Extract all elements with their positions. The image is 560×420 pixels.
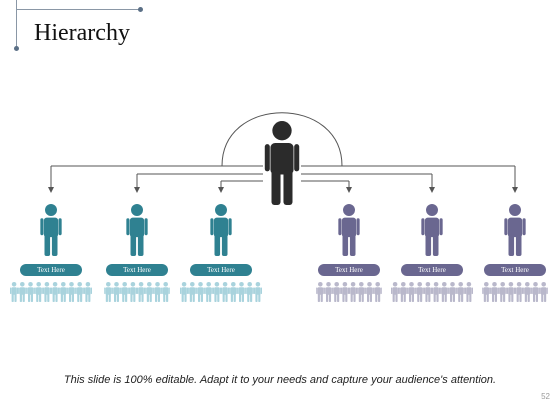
group-5-person-icon xyxy=(421,204,443,256)
team-member-icon xyxy=(204,282,213,302)
team-member-icon xyxy=(498,282,507,302)
team-member-icon xyxy=(75,282,84,302)
team-member-icon xyxy=(229,282,238,302)
group-4-label: Text Here xyxy=(318,264,380,276)
team-member-icon xyxy=(324,282,333,302)
team-member-icon xyxy=(456,282,465,302)
group-1-person-icon xyxy=(40,204,62,256)
team-member-icon xyxy=(340,282,349,302)
slide-footer: This slide is 100% editable. Adapt it to… xyxy=(63,374,497,386)
team-member-icon xyxy=(245,282,254,302)
leader-arc xyxy=(221,112,343,167)
team-member-icon xyxy=(59,282,68,302)
team-member-icon xyxy=(212,282,221,302)
group-2-label: Text Here xyxy=(106,264,168,276)
team-member-icon xyxy=(237,282,246,302)
team-member-icon xyxy=(253,282,262,302)
group-6-label: Text Here xyxy=(484,264,546,276)
slide-title: Hierarchy xyxy=(34,20,130,46)
team-member-icon xyxy=(448,282,457,302)
team-member-icon xyxy=(482,282,491,302)
group-5-team xyxy=(391,282,473,302)
team-member-icon xyxy=(145,282,154,302)
team-member-icon xyxy=(161,282,170,302)
team-member-icon xyxy=(128,282,137,302)
team-member-icon xyxy=(523,282,532,302)
team-member-icon xyxy=(407,282,416,302)
team-member-icon xyxy=(391,282,400,302)
team-member-icon xyxy=(180,282,189,302)
team-member-icon xyxy=(490,282,499,302)
team-member-icon xyxy=(51,282,60,302)
leader-person-icon xyxy=(264,121,300,205)
team-member-icon xyxy=(365,282,374,302)
team-member-icon xyxy=(153,282,162,302)
team-member-icon xyxy=(515,282,524,302)
page-number: 52 xyxy=(541,392,550,401)
team-member-icon xyxy=(26,282,35,302)
team-member-icon xyxy=(18,282,27,302)
group-4-team xyxy=(316,282,382,302)
team-member-icon xyxy=(10,282,19,302)
team-member-icon xyxy=(539,282,548,302)
team-member-icon xyxy=(432,282,441,302)
group-6-team xyxy=(482,282,548,302)
team-member-icon xyxy=(423,282,432,302)
group-3-person-icon xyxy=(210,204,232,256)
team-member-icon xyxy=(373,282,382,302)
team-member-icon xyxy=(104,282,113,302)
team-member-icon xyxy=(415,282,424,302)
group-4-person-icon xyxy=(338,204,360,256)
team-member-icon xyxy=(464,282,473,302)
group-3-label: Text Here xyxy=(190,264,252,276)
corner-dot-right xyxy=(138,7,143,12)
team-member-icon xyxy=(531,282,540,302)
team-member-icon xyxy=(399,282,408,302)
group-1-label: Text Here xyxy=(20,264,82,276)
team-member-icon xyxy=(34,282,43,302)
team-member-icon xyxy=(316,282,325,302)
team-member-icon xyxy=(137,282,146,302)
team-member-icon xyxy=(332,282,341,302)
team-member-icon xyxy=(120,282,129,302)
team-member-icon xyxy=(112,282,121,302)
team-member-icon xyxy=(196,282,205,302)
team-member-icon xyxy=(221,282,230,302)
team-member-icon xyxy=(83,282,92,302)
corner-line-vertical xyxy=(16,0,17,48)
team-member-icon xyxy=(357,282,366,302)
corner-line-horizontal xyxy=(16,9,140,10)
team-member-icon xyxy=(349,282,358,302)
team-member-icon xyxy=(506,282,515,302)
group-2-team xyxy=(104,282,170,302)
team-member-icon xyxy=(188,282,197,302)
group-3-team xyxy=(180,282,262,302)
group-1-team xyxy=(10,282,92,302)
corner-dot-bottom xyxy=(14,46,19,51)
team-member-icon xyxy=(67,282,76,302)
group-6-person-icon xyxy=(504,204,526,256)
group-2-person-icon xyxy=(126,204,148,256)
group-5-label: Text Here xyxy=(401,264,463,276)
team-member-icon xyxy=(440,282,449,302)
team-member-icon xyxy=(42,282,51,302)
